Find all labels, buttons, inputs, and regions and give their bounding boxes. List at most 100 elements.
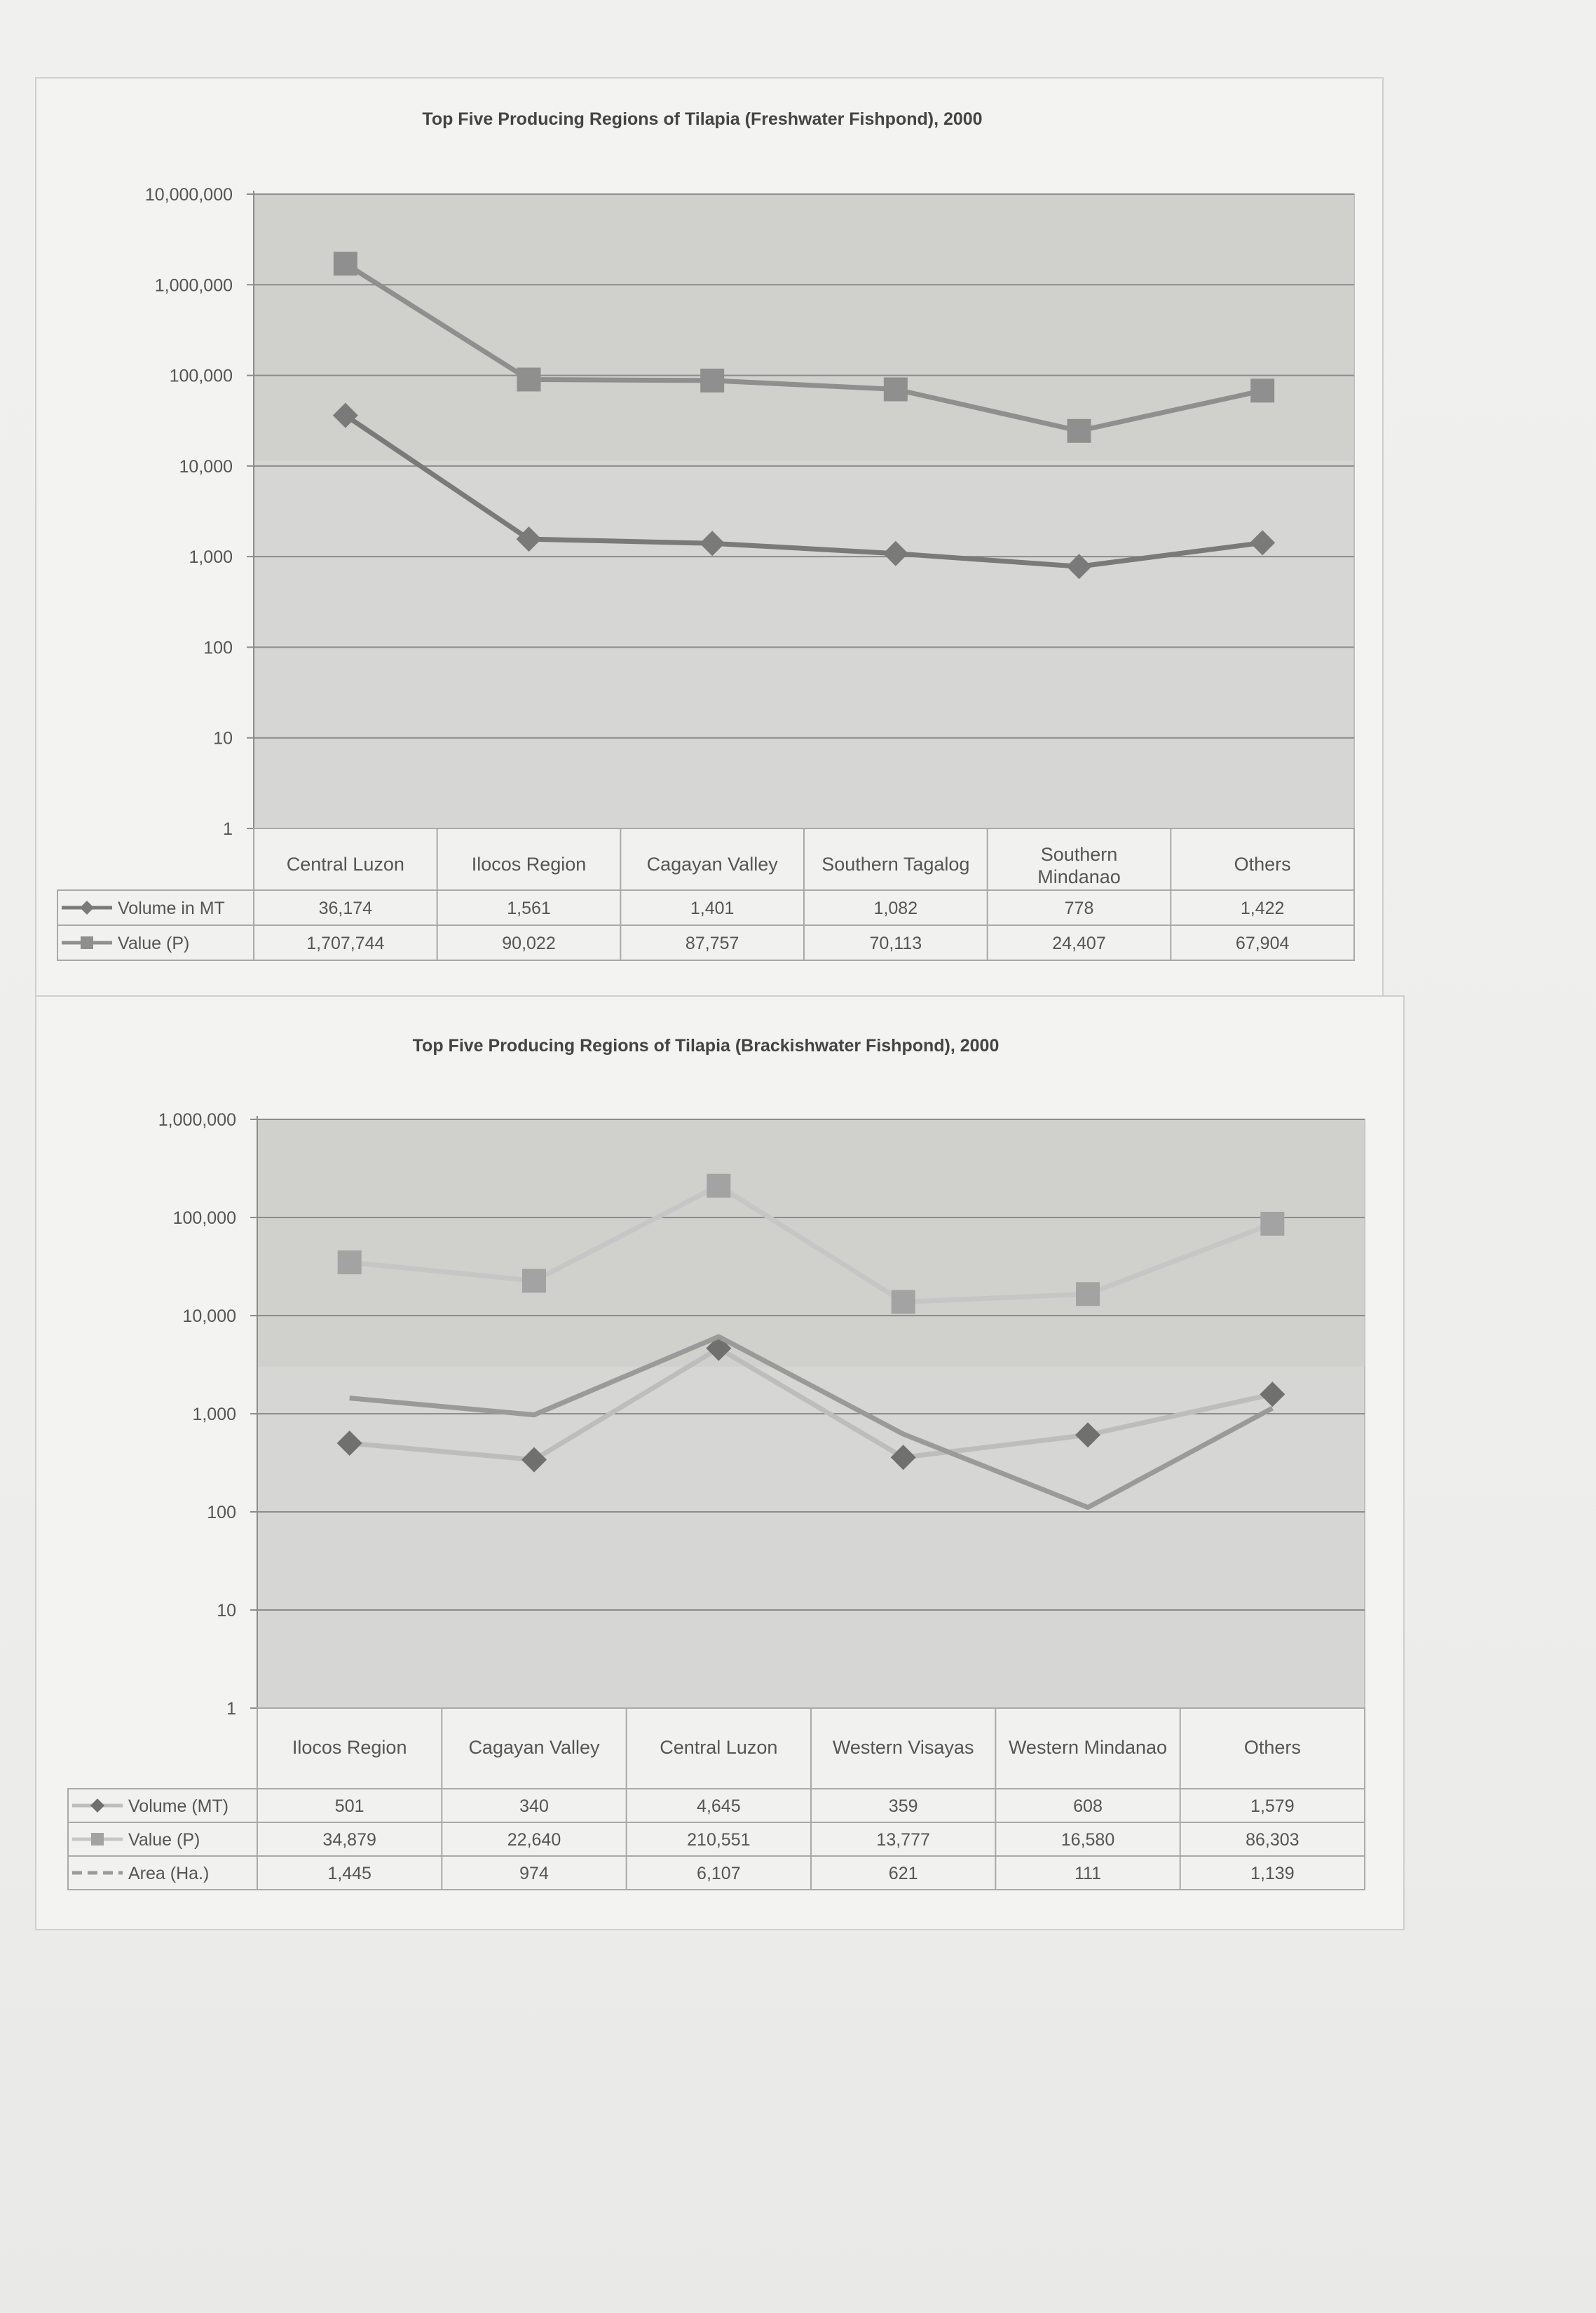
table-value: 1,579 — [1250, 1796, 1295, 1816]
legend-label: Value (P) — [128, 1830, 200, 1850]
category-label: Cagayan Valley — [647, 854, 779, 875]
y-tick-label: 10,000 — [183, 1306, 236, 1326]
y-tick-label: 10 — [217, 1601, 236, 1621]
category-label: Western Visayas — [833, 1737, 974, 1758]
data-point-square — [337, 1250, 362, 1275]
category-label: Cagayan Valley — [468, 1737, 600, 1758]
table-value: 16,580 — [1061, 1830, 1114, 1850]
data-point-diamond — [332, 402, 358, 428]
y-tick-label: 10,000 — [179, 457, 233, 477]
table-value: 1,401 — [690, 899, 735, 918]
data-point-diamond — [700, 531, 725, 557]
series-line-3 — [349, 1334, 1274, 1510]
category-label: Southern Tagalog — [821, 854, 969, 875]
table-value: 70,113 — [870, 934, 922, 953]
table-value: 501 — [335, 1796, 364, 1816]
data-point-square — [883, 377, 908, 402]
table-value: 22,640 — [507, 1830, 561, 1850]
legend-key-diamond — [80, 901, 94, 915]
category-label: Southern Mindanao — [1037, 844, 1121, 887]
series-line-1 — [343, 413, 1263, 569]
category-label: Central Luzon — [287, 854, 404, 875]
data-point-diamond — [516, 526, 542, 552]
table-value: 1,139 — [1250, 1864, 1295, 1883]
series-line-2 — [349, 1183, 1274, 1305]
series-line-1 — [349, 1346, 1274, 1463]
plot-shading — [254, 194, 1354, 461]
brackishwater-chart-panel: Top Five Producing Regions of Tilapia (B… — [35, 995, 1405, 1930]
table-value: 90,022 — [502, 934, 555, 953]
data-point-diamond — [890, 1445, 916, 1471]
data-point-square — [891, 1290, 915, 1314]
data-point-diamond — [1250, 530, 1276, 556]
category-label: Others — [1234, 854, 1291, 875]
table-value: 4,645 — [697, 1796, 741, 1816]
y-tick-label: 1,000,000 — [155, 275, 233, 295]
data-point-diamond — [336, 1431, 362, 1456]
table-value: 340 — [519, 1796, 549, 1816]
chart-title: Top Five Producing Regions of Tilapia (F… — [422, 109, 982, 129]
data-point-square — [700, 368, 725, 393]
chart-title: Top Five Producing Regions of Tilapia (B… — [413, 1036, 1000, 1056]
legend-label: Volume (MT) — [128, 1796, 229, 1816]
table-value: 111 — [1075, 1864, 1101, 1883]
legend-key-square — [81, 936, 93, 949]
y-tick-label: 1,000 — [189, 547, 233, 567]
y-tick-label: 100,000 — [173, 1208, 236, 1228]
legend-key-diamond — [90, 1799, 104, 1813]
table-value: 1,707,744 — [306, 934, 384, 953]
series-line-2 — [343, 261, 1263, 434]
table-value: 1,445 — [327, 1864, 371, 1883]
freshwater-chart-panel: Top Five Producing Regions of Tilapia (F… — [35, 77, 1384, 997]
table-value: 778 — [1065, 899, 1094, 918]
legend-label: Volume in MT — [118, 899, 225, 918]
data-point-square — [517, 367, 541, 392]
table-value: 210,551 — [687, 1830, 750, 1850]
y-tick-label: 1,000,000 — [158, 1110, 236, 1130]
data-point-square — [522, 1269, 546, 1293]
table-value: 1,082 — [874, 899, 918, 918]
table-value: 87,757 — [686, 934, 739, 953]
brackishwater-chart: Top Five Producing Regions of Tilapia (B… — [67, 1036, 1365, 1890]
category-label: Others — [1244, 1737, 1301, 1758]
legend-label: Value (P) — [118, 934, 189, 953]
category-label: Western Mindanao — [1009, 1737, 1167, 1758]
table-value: 608 — [1073, 1796, 1103, 1816]
data-point-diamond — [1066, 554, 1092, 580]
table-value: 1,561 — [507, 899, 551, 918]
y-tick-label: 10,000,000 — [145, 185, 233, 205]
category-label: Central Luzon — [660, 1737, 777, 1758]
data-point-square — [333, 252, 357, 276]
table-value: 24,407 — [1052, 934, 1105, 953]
data-point-square — [1067, 418, 1091, 443]
table-value: 621 — [889, 1864, 918, 1883]
data-point-square — [707, 1173, 731, 1198]
y-tick-label: 100 — [207, 1503, 236, 1522]
table-value: 36,174 — [319, 899, 373, 918]
y-tick-label: 100,000 — [170, 367, 233, 386]
category-label: Ilocos Region — [292, 1737, 407, 1758]
table-value: 1,422 — [1241, 899, 1285, 918]
legend-key-square — [91, 1833, 104, 1845]
data-point-diamond — [521, 1447, 547, 1473]
y-tick-label: 1 — [223, 819, 233, 839]
data-point-diamond — [1260, 1381, 1285, 1407]
data-point-square — [1260, 1211, 1285, 1236]
table-value: 6,107 — [697, 1864, 741, 1883]
y-tick-label: 1,000 — [192, 1405, 236, 1424]
table-value: 86,303 — [1246, 1830, 1299, 1850]
table-value: 359 — [889, 1796, 918, 1816]
freshwater-chart: Top Five Producing Regions of Tilapia (F… — [57, 109, 1355, 961]
table-value: 13,777 — [876, 1830, 929, 1850]
table-value: 67,904 — [1236, 934, 1290, 953]
data-point-diamond — [882, 540, 908, 566]
data-point-diamond — [1075, 1422, 1100, 1448]
category-label: Ilocos Region — [472, 854, 587, 875]
y-tick-label: 10 — [213, 729, 233, 749]
data-point-square — [1250, 378, 1275, 403]
table-value: 974 — [519, 1864, 549, 1883]
legend-label: Area (Ha.) — [128, 1864, 209, 1883]
table-value: 34,879 — [322, 1830, 376, 1850]
y-tick-label: 1 — [226, 1699, 236, 1719]
